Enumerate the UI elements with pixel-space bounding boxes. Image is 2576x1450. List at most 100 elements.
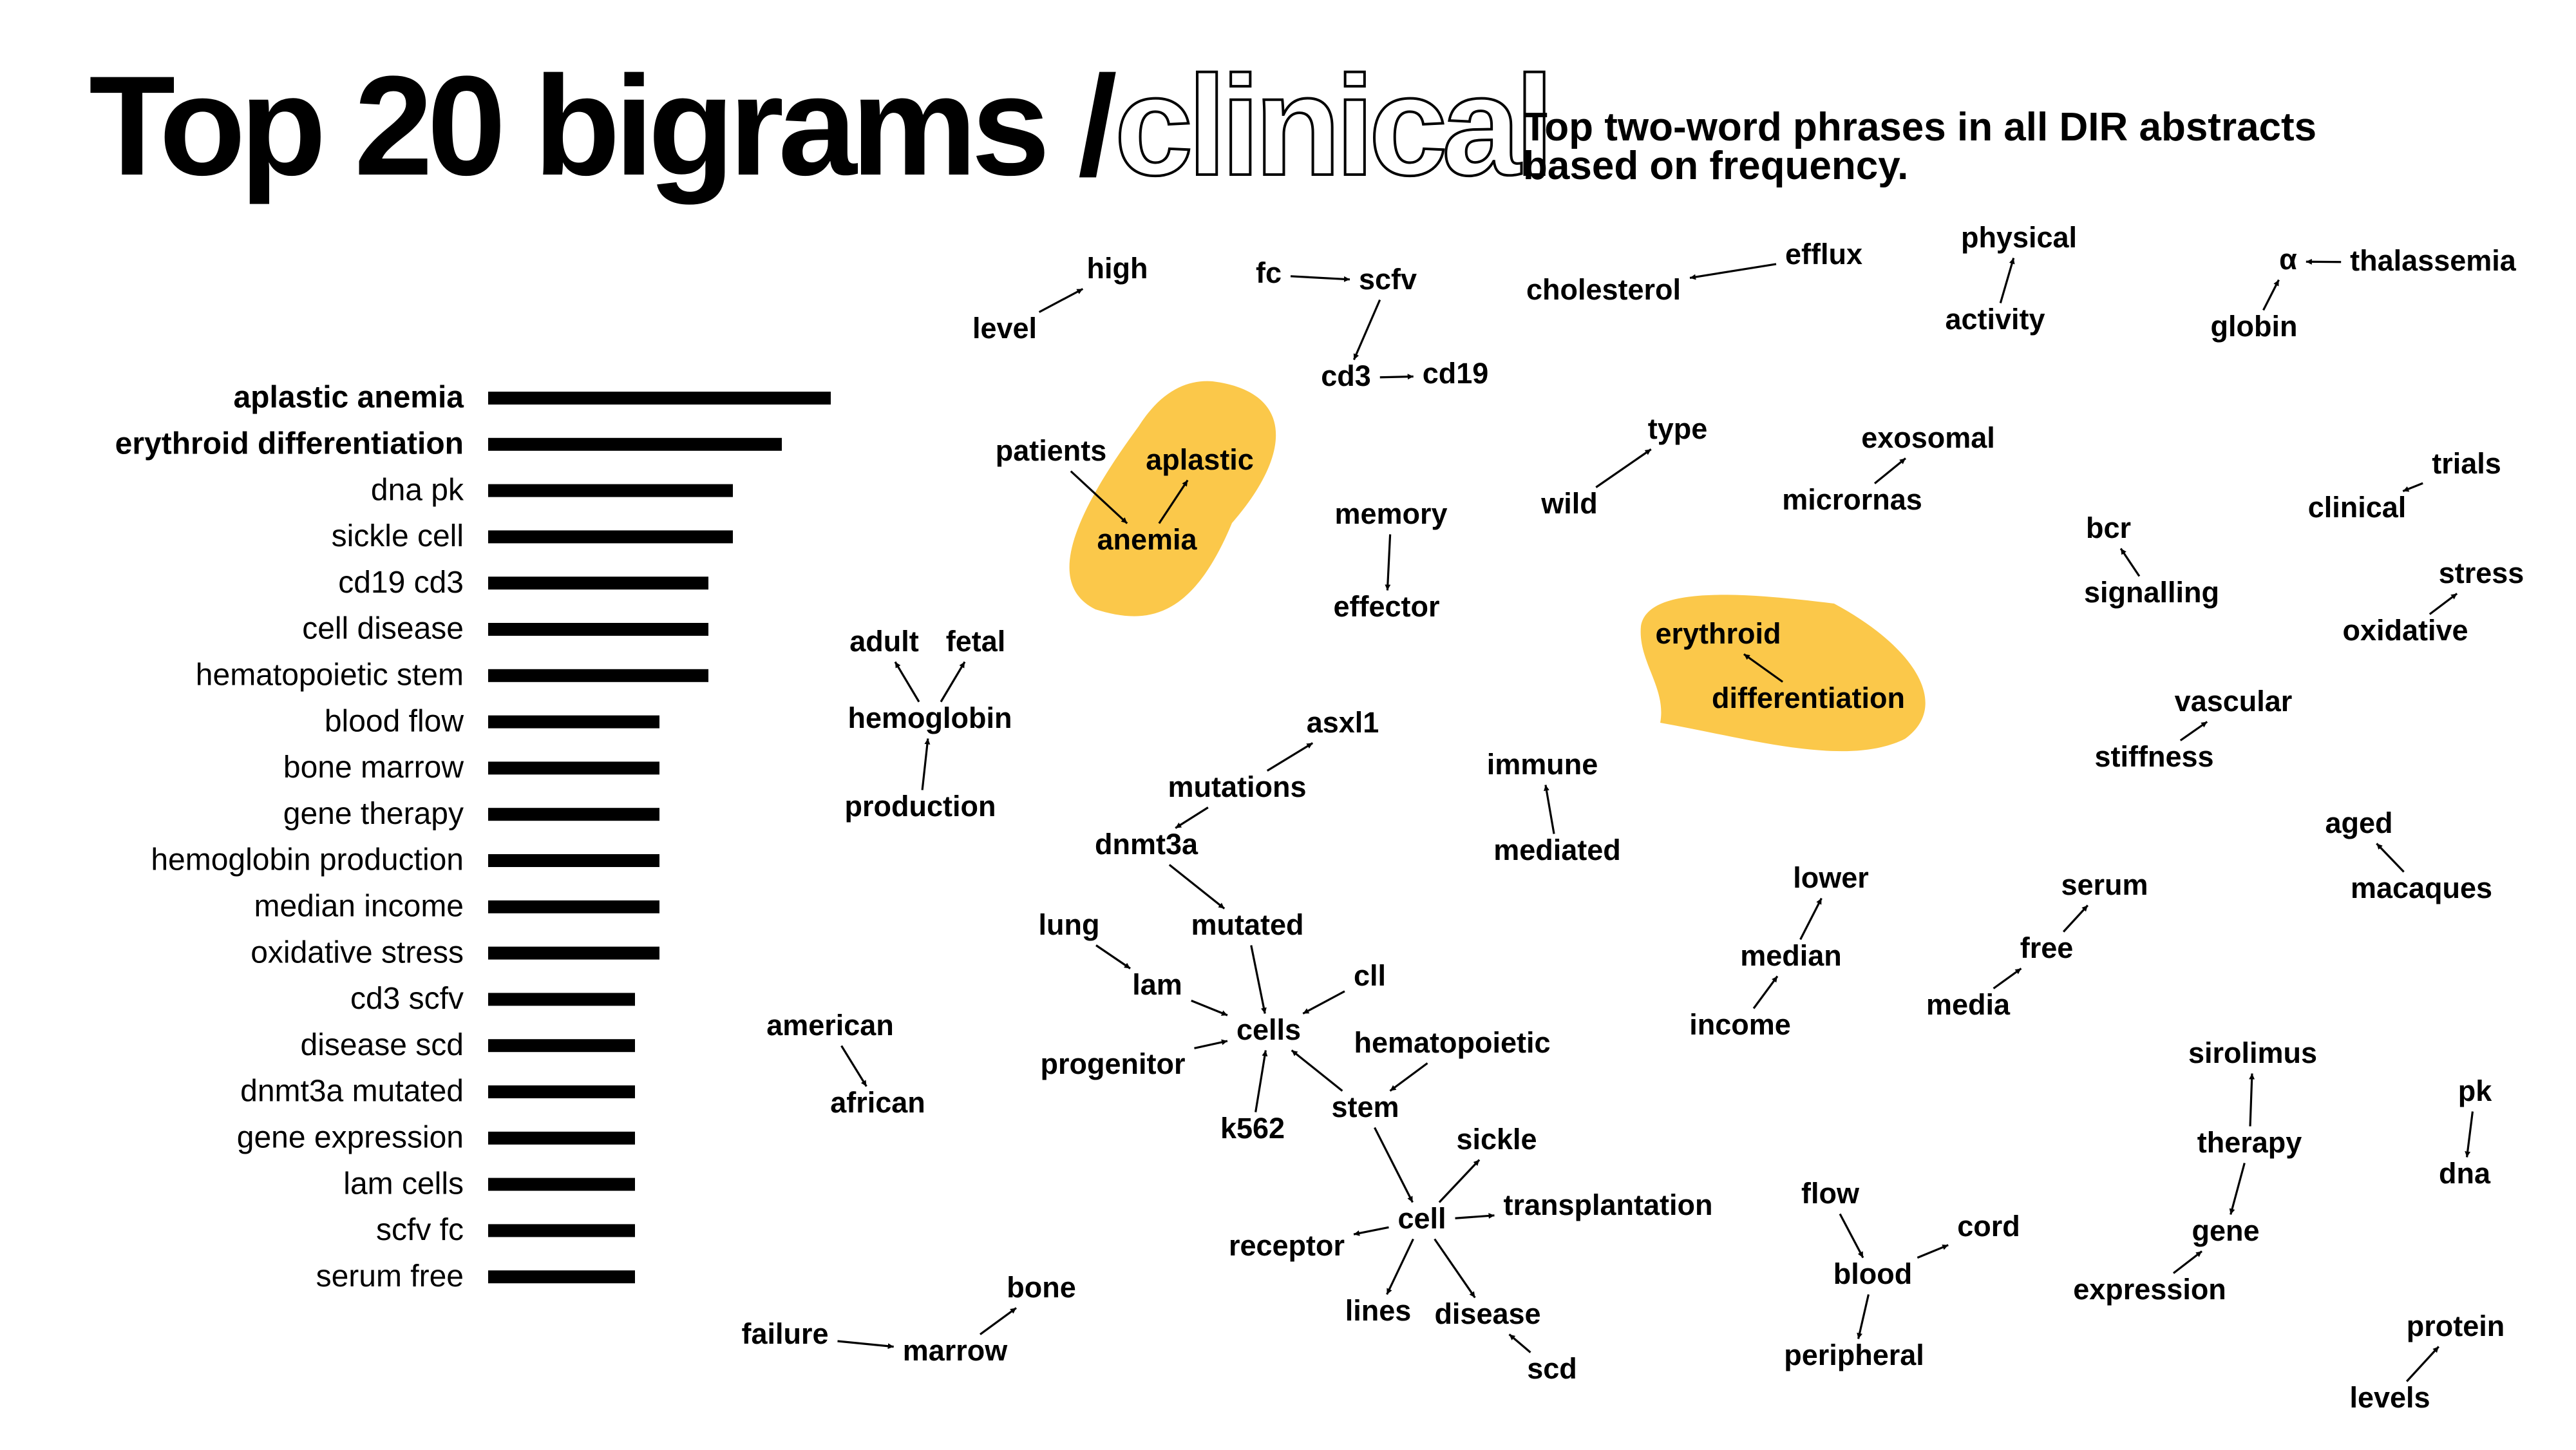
node-differentiation: differentiation xyxy=(1712,682,1905,714)
node-erythroid: erythroid xyxy=(1655,617,1781,650)
node-physical: physical xyxy=(1961,221,2077,254)
edge-anemia-aplastic xyxy=(1158,479,1189,524)
node-signalling: signalling xyxy=(2084,576,2219,609)
node-alpha: α xyxy=(2279,243,2297,276)
edge-lung-lam xyxy=(1095,944,1131,969)
bar-label-hemoglobin-production: hemoglobin production xyxy=(151,843,464,877)
bar-lam-cells xyxy=(488,1178,635,1191)
node-vascular: vascular xyxy=(2175,685,2293,718)
node-progenitor: progenitor xyxy=(1041,1047,1186,1080)
node-peripheral: peripheral xyxy=(1784,1339,1924,1371)
bar-label-cell-disease: cell disease xyxy=(302,612,464,646)
edge-median-lower xyxy=(1799,897,1823,940)
node-cells: cells xyxy=(1236,1013,1301,1046)
edge-macaques-aged xyxy=(2376,843,2405,873)
edge-hemoglobin-fetal xyxy=(940,661,966,703)
bar-label-cd3-scfv: cd3 scfv xyxy=(350,982,464,1016)
edge-income-median xyxy=(1752,975,1779,1009)
page-title: Top 20 bigrams / clinical xyxy=(89,53,1555,198)
node-median: median xyxy=(1740,939,1842,972)
edge-production-hemoglobin xyxy=(921,738,931,790)
edge-cell-sickle xyxy=(1438,1159,1481,1203)
node-free: free xyxy=(2020,931,2074,964)
bar-dnmt3a-mutated xyxy=(488,1085,635,1098)
node-stem: stem xyxy=(1331,1091,1399,1123)
bar-hemoglobin-production xyxy=(488,854,659,867)
node-bcr: bcr xyxy=(2086,511,2131,544)
node-scfv: scfv xyxy=(1359,263,1417,296)
node-k562: k562 xyxy=(1220,1112,1285,1145)
edge-lam-cells xyxy=(1191,999,1228,1016)
node-wild: wild xyxy=(1540,487,1598,520)
edge-mutations-asxl1 xyxy=(1266,742,1314,772)
bar-hematopoietic-stem xyxy=(488,669,708,682)
bar-chart: aplastic anemia erythroid differentiation… xyxy=(115,381,831,1293)
node-failure: failure xyxy=(741,1317,828,1350)
node-lung: lung xyxy=(1039,908,1100,941)
bar-cd3-scfv xyxy=(488,993,635,1006)
node-income: income xyxy=(1689,1008,1791,1041)
edge-mutations-dnmt3a xyxy=(1175,806,1209,829)
edge-blood-peripheral xyxy=(1857,1294,1870,1339)
bar-erythroid-differentiation xyxy=(488,437,782,451)
node-cd3: cd3 xyxy=(1321,359,1371,392)
node-exosomal: exosomal xyxy=(1861,421,1995,454)
edge-progenitor-cells xyxy=(1194,1039,1228,1049)
node-mutations: mutations xyxy=(1168,770,1306,803)
edge-marrow-bone xyxy=(980,1307,1017,1335)
bar-label-erythroid-differentiation: erythroid differentiation xyxy=(115,426,464,461)
node-marrow: marrow xyxy=(903,1334,1009,1367)
node-mutated: mutated xyxy=(1191,908,1303,941)
node-hemoglobin: hemoglobin xyxy=(848,701,1012,734)
bar-label-lam-cells: lam cells xyxy=(343,1167,464,1201)
bar-label-cd19-cd3: cd19 cd3 xyxy=(338,566,464,600)
edge-level-high xyxy=(1038,288,1084,313)
edge-expression-gene xyxy=(2172,1250,2203,1274)
node-african: african xyxy=(830,1086,925,1119)
node-blood: blood xyxy=(1833,1257,1912,1290)
bar-label-gene-therapy: gene therapy xyxy=(283,797,464,831)
node-mediated: mediated xyxy=(1493,834,1621,866)
network-edges xyxy=(837,258,2474,1382)
node-dna: dna xyxy=(2439,1157,2491,1190)
edge-cell-lines xyxy=(1386,1238,1414,1295)
node-micrornas: micrornas xyxy=(1782,483,1922,516)
edge-mutated-cells xyxy=(1250,945,1267,1014)
node-aplastic: aplastic xyxy=(1146,443,1254,476)
bar-label-serum-free: serum free xyxy=(316,1259,464,1293)
edge-oxidative-stress xyxy=(2429,593,2458,615)
bar-label-aplastic-anemia: aplastic anemia xyxy=(233,381,464,415)
node-production: production xyxy=(845,790,996,823)
edge-differentiation-erythroid xyxy=(1743,653,1784,683)
bar-label-median-income: median income xyxy=(254,889,464,923)
bar-label-bone-marrow: bone marrow xyxy=(283,750,464,785)
edge-american-african xyxy=(840,1045,867,1087)
edge-stem-cell xyxy=(1374,1127,1414,1203)
subtitle: Top two-word phrases in all DIR abstract… xyxy=(1523,108,2425,186)
node-lam: lam xyxy=(1132,968,1182,1001)
edge-therapy-sirolimus xyxy=(2249,1073,2255,1127)
bar-label-oxidative-stress: oxidative stress xyxy=(251,935,464,969)
node-clinical: clinical xyxy=(2308,491,2407,524)
node-gene: gene xyxy=(2192,1214,2259,1247)
highlight-blob-erythroid-differentiation xyxy=(1640,595,1926,752)
edge-k562-cells xyxy=(1255,1050,1268,1112)
node-dnmt3a: dnmt3a xyxy=(1095,828,1198,861)
bar-dna-pk xyxy=(488,484,733,497)
bar-scfv-fc xyxy=(488,1224,635,1237)
edge-memory-effector xyxy=(1385,534,1392,591)
node-pk: pk xyxy=(2458,1074,2492,1107)
node-efflux: efflux xyxy=(1785,238,1862,271)
bar-aplastic-anemia xyxy=(488,392,831,405)
node-disease: disease xyxy=(1434,1297,1540,1330)
node-anemia: anemia xyxy=(1097,523,1197,556)
node-protein: protein xyxy=(2407,1310,2505,1342)
bar-bone-marrow xyxy=(488,761,659,775)
node-fetal: fetal xyxy=(946,625,1006,658)
edge-hemoglobin-adult xyxy=(894,661,920,703)
edge-efflux-cholesterol xyxy=(1689,263,1777,280)
node-stiffness: stiffness xyxy=(2094,740,2213,773)
bar-label-dna-pk: dna pk xyxy=(371,473,464,507)
bar-blood-flow xyxy=(488,715,659,729)
edge-cell-transplantation xyxy=(1455,1212,1495,1219)
